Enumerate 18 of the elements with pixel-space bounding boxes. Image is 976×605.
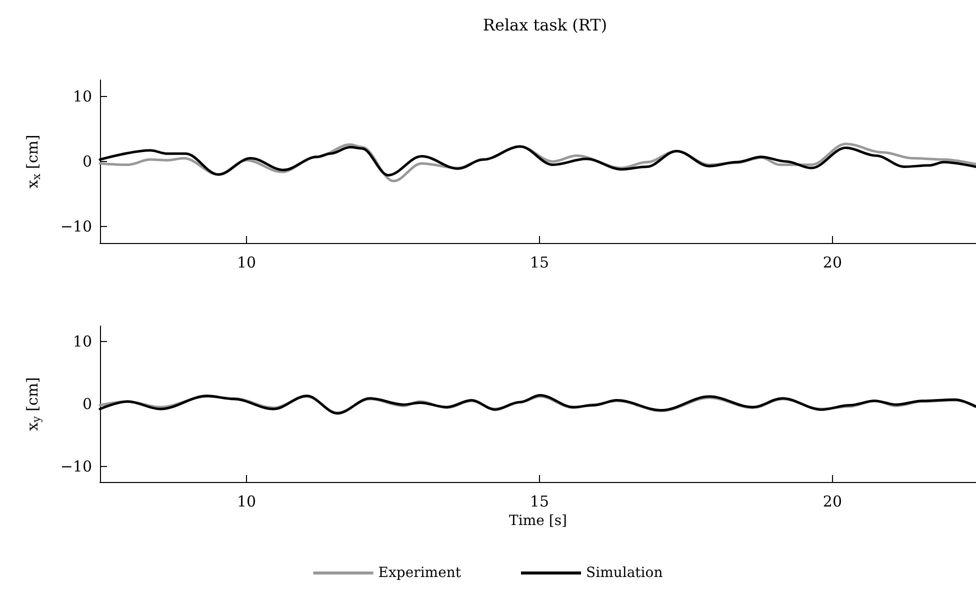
x-tick-label: 10 [236,254,256,272]
y-tick-label: 10 [72,87,92,106]
x-tick-label: 15 [530,254,550,272]
x-tick-label: 20 [822,254,842,272]
x-tick-label: 15 [530,492,550,510]
legend-label: Simulation [586,565,663,581]
chart-title: Relax task (RT) [482,16,608,34]
x-axis-title: Time [s] [509,513,567,529]
y-tick-label: −10 [60,457,92,476]
y-tick-label: −10 [60,218,92,236]
y-tick-label: 0 [82,395,92,413]
y-tick-label: 10 [72,332,92,351]
legend-label: Experiment [378,565,462,581]
y-axis-title: xy [cm] [24,377,43,431]
x-tick-label: 10 [236,492,256,510]
y-axis-title: xx [cm] [24,134,43,188]
x-tick-label: 20 [822,492,842,510]
y-tick-label: 0 [82,152,92,170]
